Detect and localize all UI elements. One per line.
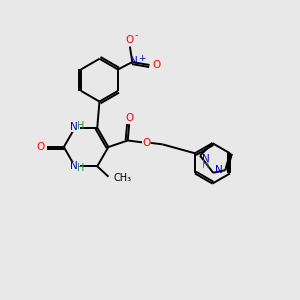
Text: CH₃: CH₃	[114, 173, 132, 183]
Text: +: +	[138, 54, 146, 63]
Text: H: H	[202, 160, 209, 170]
Text: O: O	[152, 60, 160, 70]
Text: H: H	[77, 121, 85, 131]
Text: O: O	[142, 138, 150, 148]
Text: O: O	[126, 35, 134, 45]
Text: H: H	[77, 163, 85, 173]
Text: O: O	[37, 142, 45, 152]
Text: -: -	[135, 30, 138, 40]
FancyBboxPatch shape	[70, 124, 80, 132]
Text: O: O	[125, 112, 133, 123]
Text: N: N	[70, 161, 77, 171]
Text: N: N	[202, 154, 209, 164]
FancyBboxPatch shape	[142, 139, 150, 146]
Text: N: N	[130, 56, 138, 66]
Text: N: N	[214, 165, 222, 176]
FancyBboxPatch shape	[70, 162, 80, 170]
Text: N: N	[70, 122, 77, 132]
